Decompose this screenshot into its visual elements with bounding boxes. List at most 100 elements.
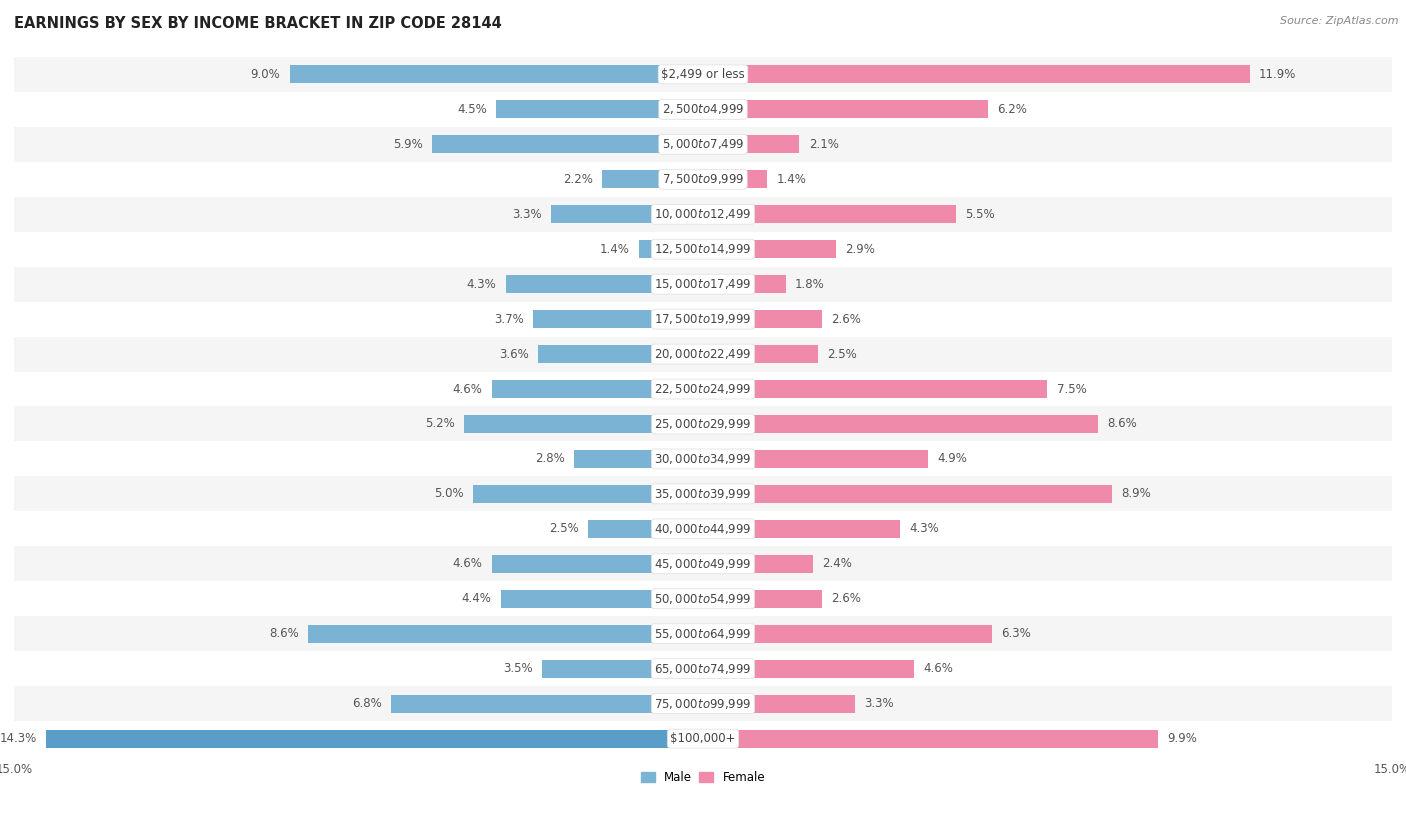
Text: 2.5%: 2.5% [827, 348, 856, 360]
Text: 9.0%: 9.0% [250, 68, 280, 80]
Text: $5,000 to $7,499: $5,000 to $7,499 [662, 137, 744, 151]
Text: $17,500 to $19,999: $17,500 to $19,999 [654, 312, 752, 326]
Text: 11.9%: 11.9% [1258, 68, 1296, 80]
Text: $55,000 to $64,999: $55,000 to $64,999 [654, 627, 752, 641]
Bar [14, 267, 1392, 302]
Bar [703, 659, 914, 678]
Bar [14, 127, 1392, 162]
Text: $45,000 to $49,999: $45,000 to $49,999 [654, 557, 752, 571]
Text: $75,000 to $99,999: $75,000 to $99,999 [654, 697, 752, 711]
Text: $22,500 to $24,999: $22,500 to $24,999 [654, 382, 752, 396]
Bar [537, 345, 703, 363]
Text: 9.9%: 9.9% [1167, 733, 1197, 745]
Bar [703, 100, 988, 119]
Text: 7.5%: 7.5% [1057, 383, 1087, 395]
Text: 1.8%: 1.8% [794, 278, 824, 290]
Text: $35,000 to $39,999: $35,000 to $39,999 [654, 487, 752, 501]
Bar [703, 380, 1047, 398]
Text: 3.6%: 3.6% [499, 348, 529, 360]
Text: $15,000 to $17,499: $15,000 to $17,499 [654, 277, 752, 291]
Bar [14, 511, 1392, 546]
Text: 2.6%: 2.6% [831, 593, 862, 605]
Text: 5.5%: 5.5% [965, 208, 994, 220]
Text: 6.8%: 6.8% [352, 698, 381, 710]
Bar [14, 406, 1392, 441]
Text: 4.3%: 4.3% [910, 523, 939, 535]
Text: 5.0%: 5.0% [434, 488, 464, 500]
Bar [308, 624, 703, 643]
Text: $2,500 to $4,999: $2,500 to $4,999 [662, 102, 744, 116]
Bar [703, 624, 993, 643]
Bar [14, 616, 1392, 651]
Bar [703, 554, 813, 573]
Text: $7,500 to $9,999: $7,500 to $9,999 [662, 172, 744, 186]
Bar [46, 729, 703, 748]
Text: 3.3%: 3.3% [513, 208, 543, 220]
Text: 2.2%: 2.2% [562, 173, 593, 185]
Text: 2.1%: 2.1% [808, 138, 838, 150]
Bar [703, 694, 855, 713]
Bar [501, 589, 703, 608]
Text: 5.9%: 5.9% [394, 138, 423, 150]
Bar [492, 554, 703, 573]
Bar [14, 337, 1392, 372]
Bar [506, 275, 703, 293]
Text: 1.4%: 1.4% [599, 243, 630, 255]
Bar [14, 581, 1392, 616]
Bar [703, 485, 1112, 503]
Text: $10,000 to $12,499: $10,000 to $12,499 [654, 207, 752, 221]
Bar [14, 651, 1392, 686]
Bar [474, 485, 703, 503]
Text: EARNINGS BY SEX BY INCOME BRACKET IN ZIP CODE 28144: EARNINGS BY SEX BY INCOME BRACKET IN ZIP… [14, 16, 502, 31]
Bar [703, 310, 823, 328]
Text: 4.6%: 4.6% [453, 558, 482, 570]
Text: 2.6%: 2.6% [831, 313, 862, 325]
Bar [703, 275, 786, 293]
Text: Source: ZipAtlas.com: Source: ZipAtlas.com [1281, 16, 1399, 26]
Bar [703, 240, 837, 259]
Text: $2,499 or less: $2,499 or less [661, 68, 745, 80]
Bar [14, 92, 1392, 127]
Text: $25,000 to $29,999: $25,000 to $29,999 [654, 417, 752, 431]
Text: $40,000 to $44,999: $40,000 to $44,999 [654, 522, 752, 536]
Text: 14.3%: 14.3% [0, 733, 37, 745]
Bar [703, 345, 818, 363]
Bar [703, 65, 1250, 84]
Bar [14, 232, 1392, 267]
Bar [14, 372, 1392, 406]
Bar [703, 520, 900, 538]
Bar [14, 686, 1392, 721]
Text: $65,000 to $74,999: $65,000 to $74,999 [654, 662, 752, 676]
Bar [703, 135, 800, 154]
Text: 4.3%: 4.3% [467, 278, 496, 290]
Text: 6.3%: 6.3% [1001, 628, 1031, 640]
Bar [703, 450, 928, 468]
Bar [492, 380, 703, 398]
Bar [602, 170, 703, 189]
Bar [703, 729, 1157, 748]
Text: $50,000 to $54,999: $50,000 to $54,999 [654, 592, 752, 606]
Text: $100,000+: $100,000+ [671, 733, 735, 745]
Bar [496, 100, 703, 119]
Text: 2.5%: 2.5% [550, 523, 579, 535]
Bar [290, 65, 703, 84]
Text: 6.2%: 6.2% [997, 103, 1026, 115]
Bar [638, 240, 703, 259]
Text: 8.9%: 8.9% [1121, 488, 1150, 500]
Text: 5.2%: 5.2% [425, 418, 456, 430]
Text: 2.8%: 2.8% [536, 453, 565, 465]
Bar [703, 415, 1098, 433]
Text: 1.4%: 1.4% [776, 173, 807, 185]
Text: 4.5%: 4.5% [457, 103, 486, 115]
Text: $20,000 to $22,499: $20,000 to $22,499 [654, 347, 752, 361]
Bar [391, 694, 703, 713]
Text: $12,500 to $14,999: $12,500 to $14,999 [654, 242, 752, 256]
Bar [703, 589, 823, 608]
Bar [703, 205, 956, 224]
Bar [14, 441, 1392, 476]
Bar [543, 659, 703, 678]
Bar [588, 520, 703, 538]
Bar [14, 302, 1392, 337]
Text: 3.3%: 3.3% [863, 698, 893, 710]
Bar [14, 197, 1392, 232]
